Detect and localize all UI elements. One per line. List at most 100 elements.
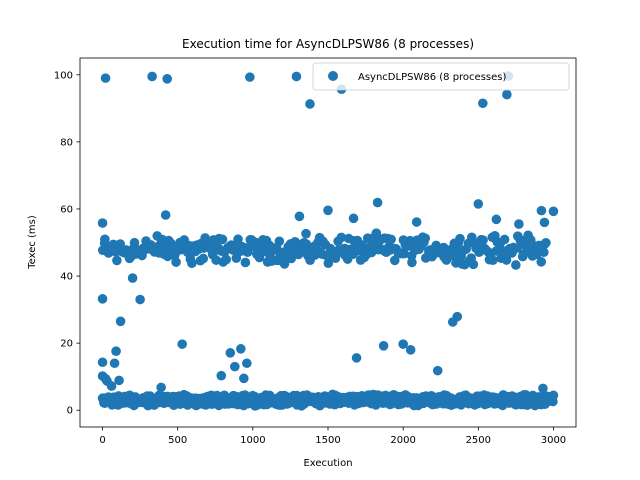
data-point: [135, 294, 145, 305]
data-point: [291, 71, 302, 82]
data-point: [100, 234, 110, 245]
data-point: [348, 213, 359, 224]
data-point: [473, 199, 484, 209]
data-point: [541, 237, 551, 248]
data-point: [499, 234, 510, 245]
data-point: [171, 257, 181, 267]
y-tick-label: 40: [60, 272, 73, 283]
y-tick-label: 60: [60, 204, 73, 215]
data-point: [351, 353, 362, 363]
data-point: [452, 311, 463, 322]
data-point: [97, 218, 108, 228]
data-point: [336, 232, 347, 243]
data-point: [115, 316, 126, 327]
data-point: [386, 234, 396, 245]
data-point: [501, 255, 512, 265]
data-point: [111, 346, 121, 356]
legend: AsyncDLPSW86 (8 processes): [312, 62, 570, 91]
data-point: [432, 365, 443, 376]
data-point: [294, 211, 305, 222]
data-point: [488, 255, 498, 266]
data-point: [502, 89, 512, 100]
data-point: [405, 345, 416, 355]
x-tick-label: 1500: [315, 435, 340, 446]
data-point: [236, 344, 246, 354]
data-point: [100, 73, 111, 83]
x-tick-label: 0: [99, 435, 105, 446]
data-point: [468, 259, 479, 270]
data-point: [305, 99, 315, 109]
x-tick-label: 3000: [541, 435, 566, 446]
data-point: [301, 228, 311, 239]
data-point: [407, 257, 417, 268]
y-axis-label: Texec (ms): [27, 215, 38, 270]
data-point: [100, 373, 111, 384]
data-point: [538, 383, 548, 394]
data-point: [411, 217, 422, 227]
legend-label: AsyncDLPSW86 (8 processes): [358, 72, 506, 83]
data-point: [112, 255, 122, 266]
data-point: [323, 205, 333, 216]
data-point: [233, 234, 243, 245]
data-point: [230, 361, 240, 372]
data-point: [512, 243, 523, 253]
data-point: [420, 233, 431, 244]
data-point: [177, 339, 188, 349]
data-point: [127, 273, 138, 283]
data-point: [286, 253, 297, 264]
data-point: [274, 236, 285, 247]
y-tick-label: 80: [60, 137, 73, 148]
data-point: [378, 341, 389, 351]
data-point: [217, 234, 228, 245]
data-point: [514, 219, 524, 229]
legend-box: [312, 62, 570, 91]
data-point: [225, 348, 236, 358]
data-point: [491, 214, 502, 225]
data-point: [97, 357, 108, 368]
data-point: [114, 375, 124, 386]
data-point: [405, 235, 415, 246]
data-point: [106, 381, 117, 391]
data-point: [240, 257, 251, 268]
data-point: [279, 259, 290, 269]
data-point: [147, 71, 157, 82]
data-point: [536, 257, 547, 267]
data-point: [187, 258, 197, 269]
data-point: [115, 239, 126, 249]
x-tick-label: 500: [168, 435, 187, 446]
y-tick-label: 100: [54, 70, 73, 81]
data-point: [239, 373, 249, 384]
x-tick-label: 2500: [466, 435, 491, 446]
data-point: [162, 74, 172, 84]
data-point: [97, 294, 108, 304]
data-point: [221, 254, 232, 265]
data-point: [109, 358, 120, 369]
data-point: [536, 205, 547, 216]
legend-marker: [328, 71, 338, 81]
data-point: [398, 339, 408, 349]
data-point: [330, 253, 341, 264]
y-tick-label: 0: [67, 406, 73, 417]
data-point: [245, 72, 255, 82]
data-point: [372, 197, 383, 208]
data-point: [455, 233, 465, 244]
points-layer: [97, 71, 559, 411]
data-point: [539, 217, 550, 228]
x-axis-ticks: 0 500 1000 1500 2000 2500 3000: [99, 427, 566, 446]
x-tick-label: 2000: [390, 435, 415, 446]
data-point: [478, 235, 488, 245]
data-point: [198, 253, 209, 264]
data-point: [216, 370, 227, 381]
chart-title: Execution time for AsyncDLPSW86 (8 proce…: [182, 37, 474, 51]
data-point: [539, 247, 549, 258]
x-tick-label: 1000: [240, 435, 265, 446]
data-point: [160, 210, 171, 220]
data-point: [548, 206, 559, 217]
data-point: [242, 358, 252, 369]
data-point: [511, 260, 521, 270]
y-tick-label: 20: [60, 339, 73, 350]
data-point: [156, 382, 166, 393]
y-axis-ticks: 0 20 40 60 80 100: [54, 70, 80, 417]
x-axis-label: Execution: [303, 458, 352, 469]
